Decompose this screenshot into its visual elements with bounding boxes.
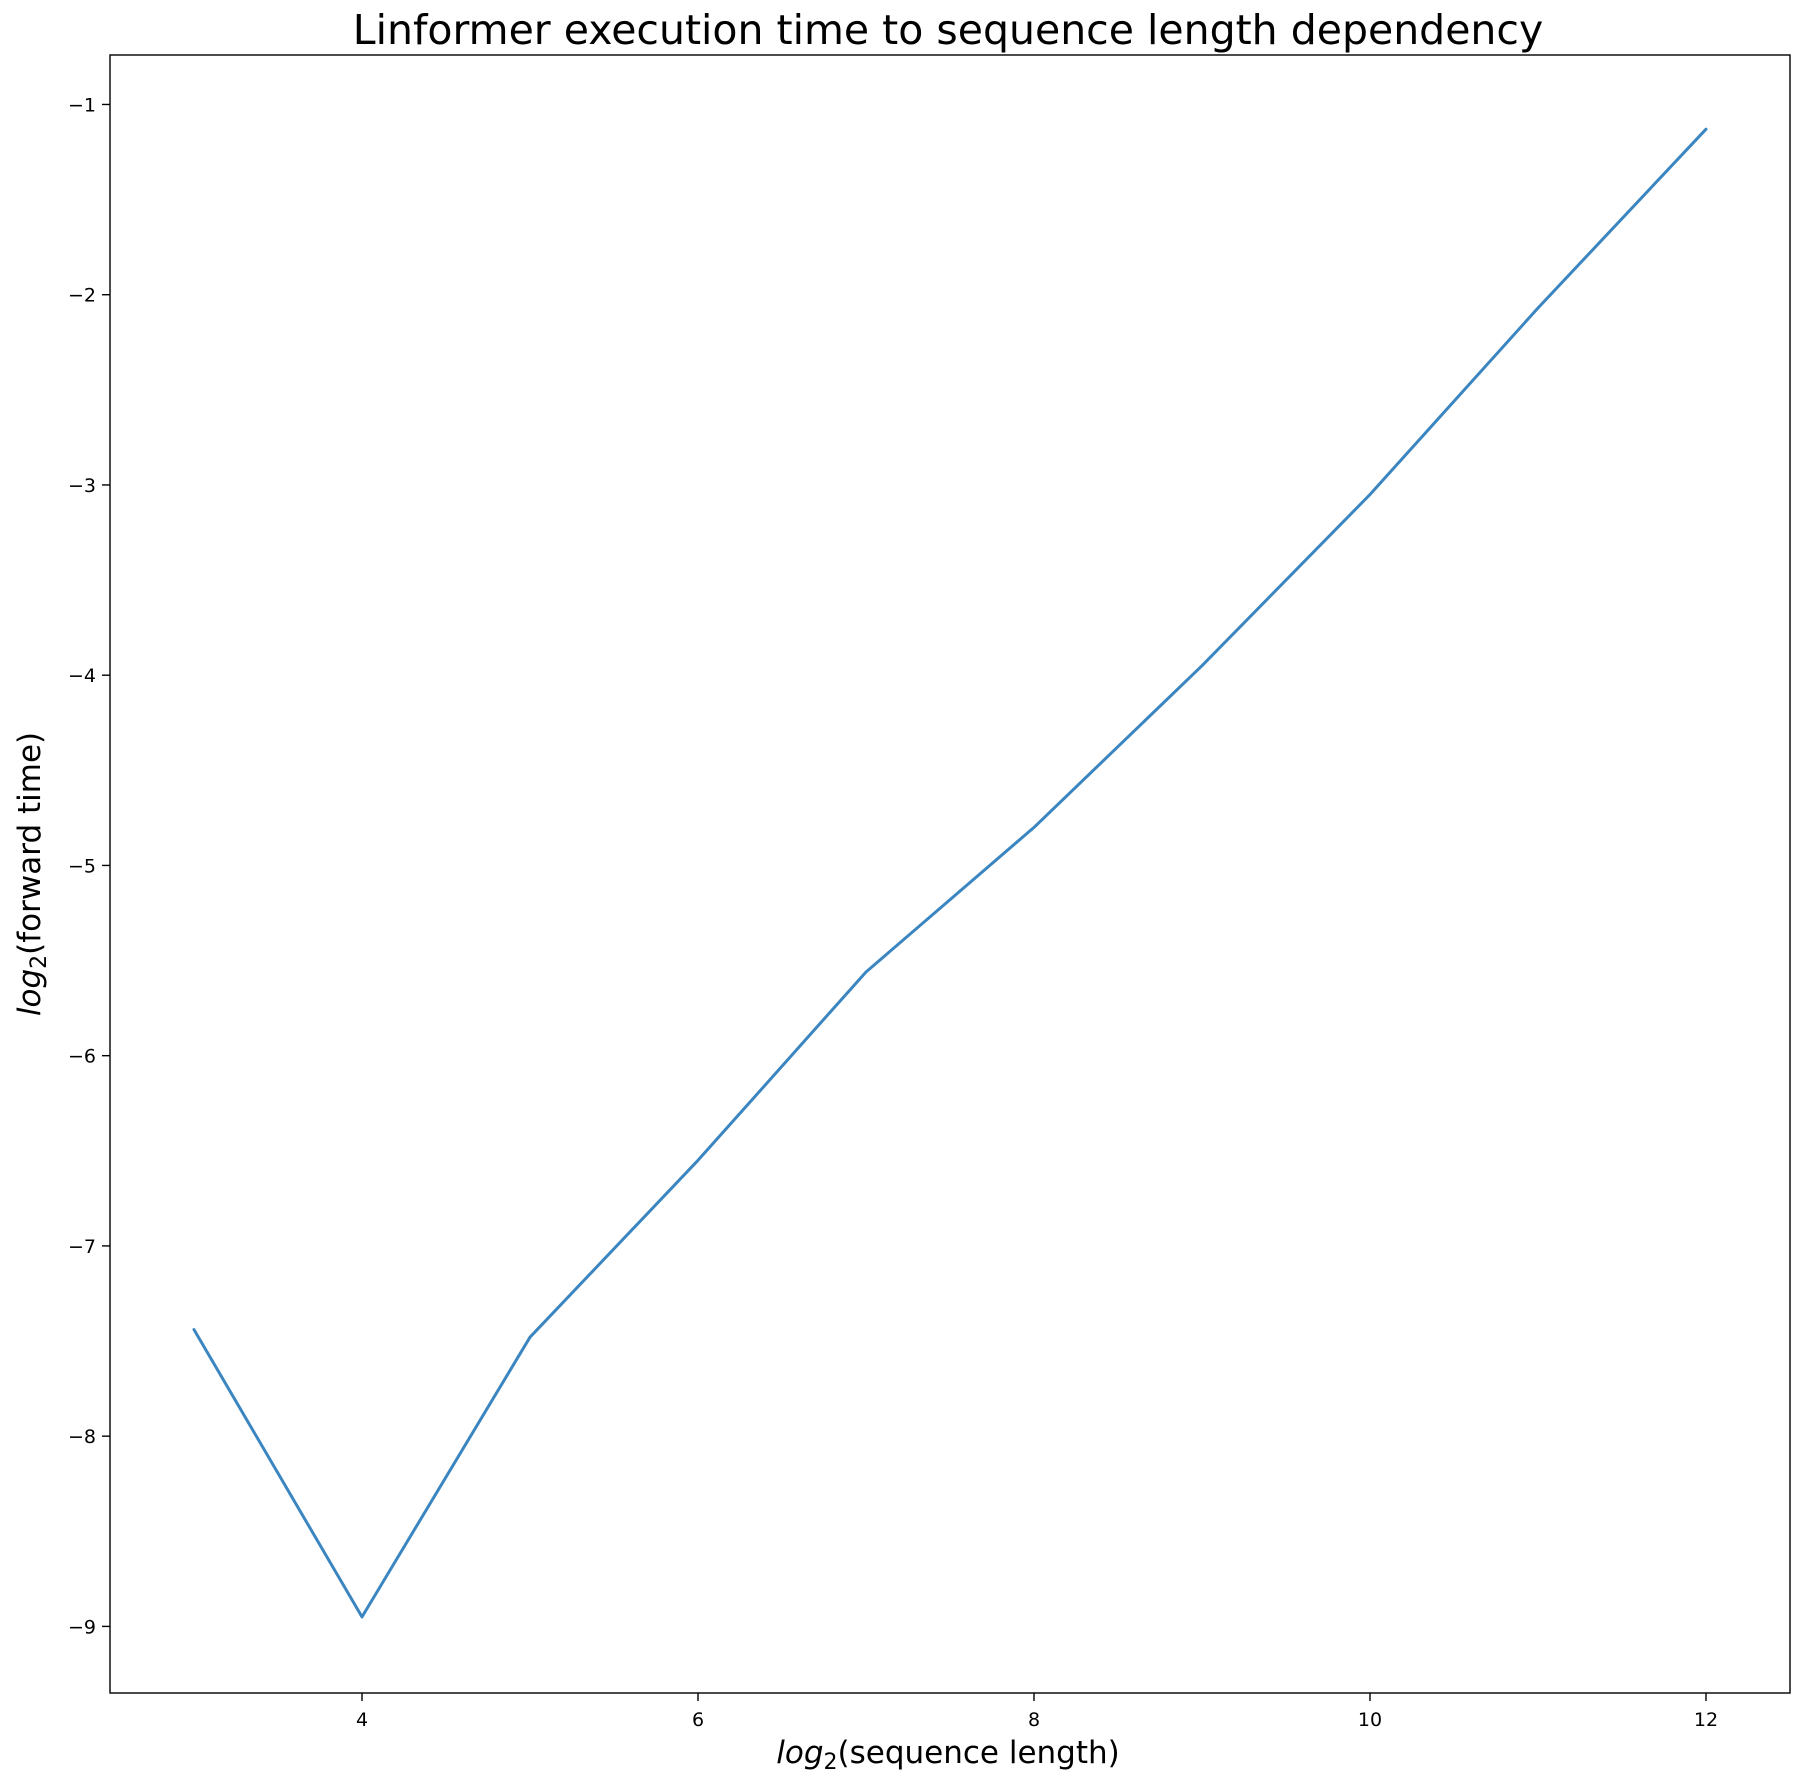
series-layer [192,127,1708,1619]
y-tick-label: −2 [68,285,96,307]
chart-title: Linformer execution time to sequence len… [353,6,1543,54]
x-tick-label: 4 [356,1709,368,1731]
x-tick-label: 6 [692,1709,704,1731]
y-tick-label: −9 [68,1616,96,1638]
x-axis: 4 6 8 10 12 [356,1693,1718,1731]
y-tick-label: −8 [68,1426,96,1448]
series-line-0 [192,127,1708,1619]
x-axis-label-arg: (sequence length) [838,1735,1120,1771]
y-axis-label-fn: log [12,969,48,1016]
y-tick-label: −3 [68,475,96,497]
x-axis-label-fn: log [776,1735,823,1771]
plot-area-frame [109,54,1791,1694]
x-axis-label-sub: 2 [824,1750,838,1775]
y-tick-label: −5 [68,855,96,877]
x-tick-label: 12 [1694,1709,1718,1731]
y-tick-label: −6 [68,1046,96,1068]
y-axis: −1 −2 −3 −4 −5 −6 −7 −8 −9 [68,94,110,1638]
y-axis-label-arg: (forward time) [12,732,48,955]
y-axis-label: log2(forward time) [12,732,52,1016]
x-tick-label: 10 [1358,1709,1382,1731]
y-tick-label: −1 [68,94,96,116]
y-tick-label: −4 [68,665,96,687]
y-tick-label: −7 [68,1236,96,1258]
y-axis-label-sub: 2 [27,955,52,969]
x-axis-label: log2(sequence length) [776,1735,1120,1775]
x-tick-label: 8 [1028,1709,1040,1731]
